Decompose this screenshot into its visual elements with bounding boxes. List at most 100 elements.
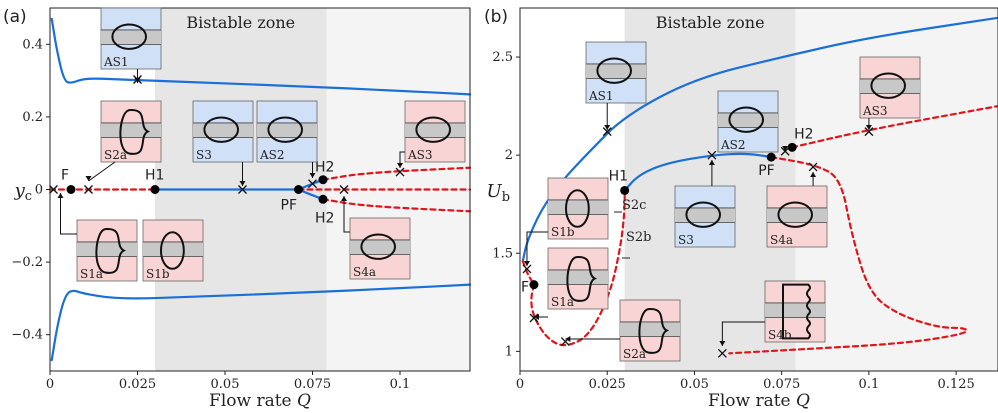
pointer-line xyxy=(343,196,350,233)
x-axis-label-text: Flow rate xyxy=(708,391,796,411)
bifurcation-point-h1 xyxy=(150,185,160,194)
cross-marker xyxy=(707,150,717,160)
zone-label: Bistable zone xyxy=(186,13,295,32)
inset-band xyxy=(767,207,827,223)
drop-kidney xyxy=(566,256,597,302)
x-tick-label: 0 xyxy=(516,377,524,392)
pointer-line xyxy=(526,231,548,266)
arrow-head xyxy=(523,261,530,266)
inset-band xyxy=(143,241,203,257)
y-axis-label-main: U xyxy=(487,181,503,202)
y-tick-label: 2.5 xyxy=(492,50,513,65)
unstable-branch-4 xyxy=(728,156,968,355)
inset-label: S4a xyxy=(770,233,793,247)
inset-label: S1b xyxy=(146,267,170,281)
x-axis-label-symbol: Q xyxy=(796,391,810,411)
inset-label: S1a xyxy=(80,267,103,281)
stable-branch-4 xyxy=(297,188,325,201)
inset-s1b: S1b xyxy=(142,219,204,282)
cross-marker xyxy=(49,185,58,194)
point-label-pf: PF xyxy=(281,198,298,214)
cross-stroke xyxy=(602,127,612,137)
arrow-head xyxy=(708,160,715,165)
point-label-h1: H1 xyxy=(145,168,164,184)
inset-band xyxy=(101,122,161,138)
arrow-head xyxy=(134,78,141,83)
inset-band xyxy=(257,122,317,138)
bifurcation-point-pf xyxy=(766,152,776,162)
stable-branch-0 xyxy=(50,17,472,96)
inset-s3: S3 xyxy=(674,185,736,248)
x-axis-label-symbol: Q xyxy=(297,391,311,411)
arrow-head xyxy=(533,314,539,320)
cross-marker xyxy=(522,264,532,274)
arrow-head xyxy=(565,336,571,342)
cross-stroke xyxy=(308,179,317,189)
inset-band xyxy=(860,78,920,94)
x-tick-label: 0.075 xyxy=(763,377,800,392)
inset-s3: S3 xyxy=(192,100,254,163)
stable-branch-3 xyxy=(297,178,325,191)
inset-label: S2a xyxy=(623,347,646,361)
inset-s1a: S1a xyxy=(76,219,138,282)
plot-frame xyxy=(519,7,998,372)
inset-band xyxy=(101,29,161,45)
pointer-line xyxy=(60,193,77,235)
inset-band xyxy=(548,269,608,285)
arrow-head xyxy=(782,146,789,151)
panel-a: Bistable zone F H1 PF H2 H2 0 0.025 0.05 0.075 0.1… xyxy=(3,7,472,411)
drop-kidney xyxy=(95,228,126,274)
y-axis-label: yc xyxy=(14,180,32,204)
x-tick-label: 0.025 xyxy=(589,377,626,392)
x-tick-label: 0.1 xyxy=(859,377,880,392)
drop-ellipse xyxy=(360,233,396,260)
inset-label: AS3 xyxy=(862,104,888,118)
x-tick-label: 0.125 xyxy=(938,377,975,392)
cross-marker xyxy=(339,185,349,194)
cross-stroke xyxy=(339,185,349,194)
inset-label: S3 xyxy=(678,233,694,247)
x-axis-label: Flow rate Q xyxy=(209,391,311,411)
inset-label: S1b xyxy=(551,225,575,239)
bifurcation-point-h1 xyxy=(620,185,630,195)
arrow-head xyxy=(239,181,246,186)
cross-stroke xyxy=(238,185,247,194)
drop-kidney xyxy=(638,308,669,354)
inset-as2: AS2 xyxy=(717,90,779,153)
inset-s4b: S4b xyxy=(764,280,826,343)
point-label-pf: PF xyxy=(758,163,775,179)
x-tick-label: 0.075 xyxy=(294,377,331,392)
bifurcation-point-pf xyxy=(294,185,303,194)
inset-band xyxy=(193,122,253,138)
drop-ellipse xyxy=(870,72,906,99)
inset-band xyxy=(675,207,735,223)
bifurcation-point-h2 xyxy=(318,194,328,204)
stable-branch-1 xyxy=(50,283,472,362)
point-label-h2: H2 xyxy=(315,210,334,226)
unstable-branch-7 xyxy=(321,166,472,181)
y-axis-label-sub: b xyxy=(502,190,510,205)
cross-marker xyxy=(808,162,818,172)
arrow-head xyxy=(604,125,611,130)
x-tick-label: 0.025 xyxy=(119,377,156,392)
inset-band xyxy=(405,122,465,138)
arrow-head xyxy=(810,172,817,177)
panel-label: (a) xyxy=(3,7,27,27)
x-axis-label: Flow rate Q xyxy=(708,391,810,411)
inset-as3: AS3 xyxy=(859,56,921,119)
inset-label: AS1 xyxy=(588,89,614,103)
point-label-h2: H2 xyxy=(315,160,334,176)
bifurcation-point-f xyxy=(66,185,76,194)
y-tick-label: 0.4 xyxy=(22,37,43,52)
stable-branch-0 xyxy=(521,16,998,263)
cross-marker xyxy=(717,348,727,358)
x-tick-label: 0.05 xyxy=(211,377,240,392)
y-tick-label: −0.2 xyxy=(11,255,43,270)
drop-ellipse xyxy=(728,106,764,133)
inset-label: S3 xyxy=(196,148,212,162)
inset-as1: AS1 xyxy=(100,7,162,70)
bifurcation-point-h2 xyxy=(787,142,797,152)
cross-marker xyxy=(84,185,93,194)
point-label-h2: H2 xyxy=(794,126,813,142)
drop-ellipse xyxy=(596,57,632,84)
